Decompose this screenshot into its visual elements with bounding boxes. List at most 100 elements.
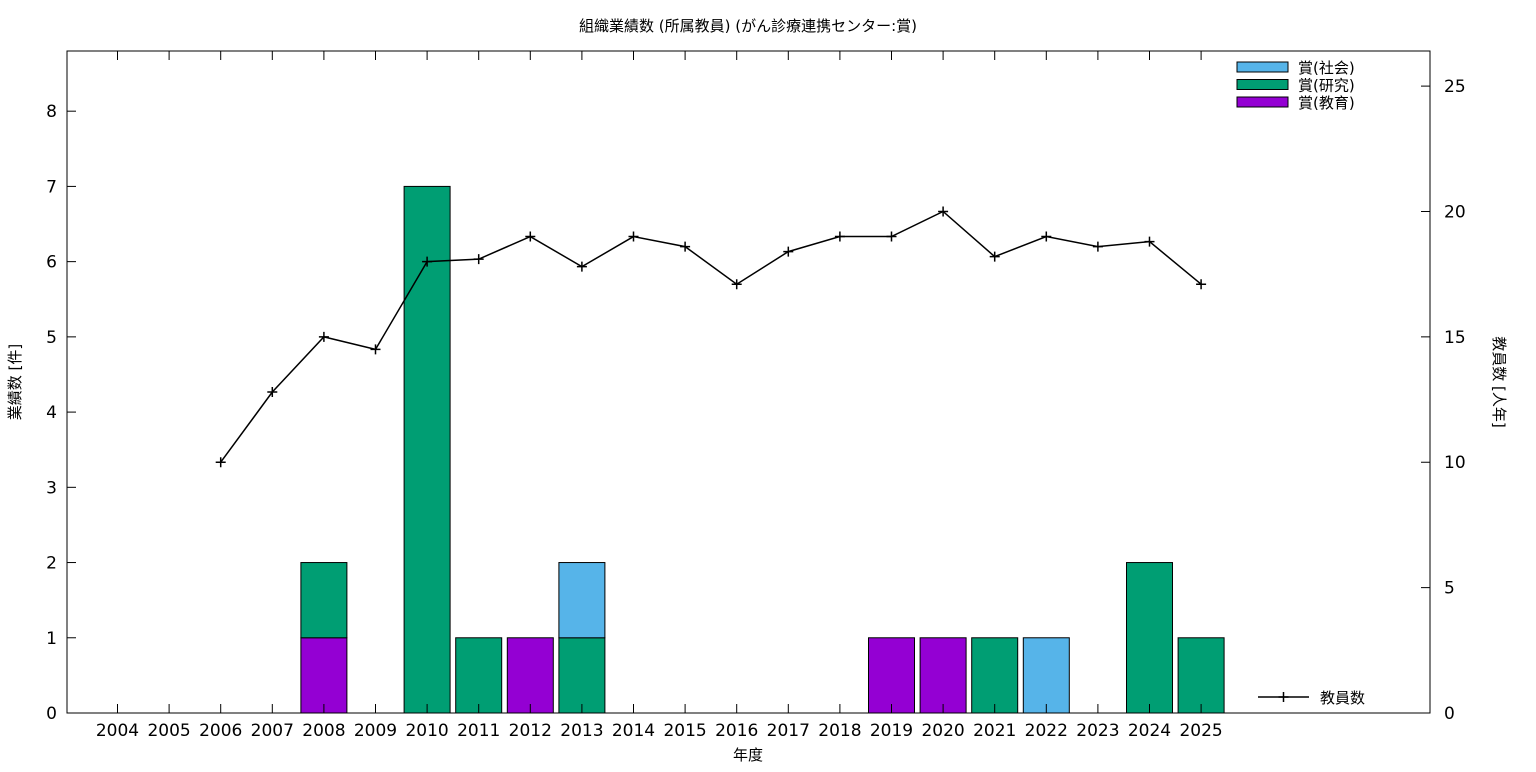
faculty-count-point-2019 xyxy=(886,231,897,242)
y2-axis-title: 教員数 [人年] xyxy=(1490,336,1508,427)
faculty-count-point-2013 xyxy=(576,261,587,272)
bars-layer xyxy=(300,185,1225,714)
x-axis-title: 年度 xyxy=(733,746,763,764)
y2-tick-label: 15 xyxy=(1444,328,1466,348)
x-tick-label: 2024 xyxy=(1128,721,1171,741)
y-tick-label: 2 xyxy=(46,554,57,574)
x-tick-label: 2013 xyxy=(560,721,603,741)
bar-2008-series-0 xyxy=(300,637,348,714)
faculty-count-line xyxy=(220,210,1202,463)
faculty-count-point-2006 xyxy=(215,457,226,468)
x-tick-label: 2015 xyxy=(663,721,706,741)
faculty-count-point-2025 xyxy=(1196,279,1207,290)
legend-label-1: 賞(研究) xyxy=(1298,77,1355,95)
y2-tick-label: 25 xyxy=(1444,77,1466,97)
plus-marker xyxy=(576,261,587,272)
bar-2012-series-0 xyxy=(506,637,554,714)
faculty-count-point-2023 xyxy=(1092,241,1103,252)
plus-marker xyxy=(525,231,536,242)
y-tick-label: 4 xyxy=(46,403,57,423)
x-tick-label: 2009 xyxy=(354,721,397,741)
legend-label-line: 教員数 xyxy=(1320,689,1365,707)
y-axis-title: 業績数 [件] xyxy=(6,344,24,420)
plus-marker xyxy=(422,256,433,267)
x-tick-label: 2020 xyxy=(921,721,964,741)
x-tick-label: 2008 xyxy=(302,721,345,741)
bar-2019-series-0 xyxy=(868,637,915,714)
plus-marker xyxy=(938,206,949,217)
x-tick-label: 2014 xyxy=(612,721,655,741)
y2-tick-label: 10 xyxy=(1444,453,1466,473)
bar-2013-series-2 xyxy=(558,562,606,639)
x-tick-label: 2023 xyxy=(1076,721,1119,741)
faculty-count-point-2010 xyxy=(422,256,433,267)
plus-marker xyxy=(215,457,226,468)
plot-frame xyxy=(66,50,1431,714)
legend-label-0: 賞(教育) xyxy=(1298,94,1355,112)
legend-label-2: 賞(社会) xyxy=(1298,59,1355,77)
faculty-count-point-2021 xyxy=(989,251,1000,262)
plus-marker xyxy=(1144,236,1155,247)
x-tick-label: 2016 xyxy=(715,721,758,741)
bar-2024-series-1 xyxy=(1126,562,1173,714)
x-tick-label: 2004 xyxy=(96,721,139,741)
y2-tick-label: 0 xyxy=(1444,704,1455,724)
y-tick-label: 3 xyxy=(46,478,57,498)
faculty-count-point-2020 xyxy=(938,206,949,217)
x-tick-label: 2019 xyxy=(870,721,913,741)
plus-marker xyxy=(1041,231,1052,242)
plus-marker xyxy=(680,241,691,252)
bar-2011-series-1 xyxy=(455,637,503,714)
y2-tick-label: 5 xyxy=(1444,579,1455,599)
faculty-count-point-2015 xyxy=(680,241,691,252)
bar-2013-series-1 xyxy=(558,637,606,714)
faculty-count-point-2012 xyxy=(525,231,536,242)
faculty-count-point-2018 xyxy=(834,231,845,242)
faculty-count-point-2007 xyxy=(267,387,278,398)
plus-marker xyxy=(318,331,329,342)
y2-tick-label: 20 xyxy=(1444,202,1466,222)
plus-marker xyxy=(473,254,484,265)
faculty-count-point-2014 xyxy=(628,231,639,242)
y-tick-label: 8 xyxy=(46,102,57,122)
faculty-count-point-2008 xyxy=(318,331,329,342)
legend: 賞(社会)賞(研究)賞(教育) 教員数 xyxy=(1236,59,1365,707)
legend-plus-marker xyxy=(1278,692,1289,702)
faculty-count-point-2016 xyxy=(731,279,742,290)
plus-marker xyxy=(834,231,845,242)
faculty-count-point-2009 xyxy=(370,344,381,355)
legend-swatch-2 xyxy=(1236,61,1289,73)
plus-marker xyxy=(731,279,742,290)
x-tick-label: 2010 xyxy=(405,721,448,741)
bar-2010-series-1 xyxy=(403,185,451,714)
x-tick-label: 2018 xyxy=(818,721,861,741)
plus-marker xyxy=(1196,279,1207,290)
x-tick-label: 2006 xyxy=(199,721,242,741)
faculty-count-point-2022 xyxy=(1041,231,1052,242)
x-tick-label: 2007 xyxy=(251,721,294,741)
plus-marker xyxy=(783,246,794,257)
y-tick-label: 5 xyxy=(46,328,57,348)
x-tick-label: 2021 xyxy=(973,721,1016,741)
y-tick-label: 6 xyxy=(46,253,57,273)
y-tick-label: 7 xyxy=(46,177,57,197)
faculty-count-point-2011 xyxy=(473,254,484,265)
plus-marker xyxy=(886,231,897,242)
bar-2020-series-0 xyxy=(919,637,967,714)
y-tick-label: 0 xyxy=(46,704,57,724)
plus-marker xyxy=(628,231,639,242)
bar-2021-series-1 xyxy=(971,637,1019,714)
x-tick-label: 2025 xyxy=(1179,721,1222,741)
plus-marker xyxy=(989,251,1000,262)
x-tick-label: 2017 xyxy=(767,721,810,741)
x-tick-label: 2011 xyxy=(457,721,500,741)
bar-2008-series-1 xyxy=(300,562,348,639)
x-tick-label: 2022 xyxy=(1025,721,1068,741)
plus-marker xyxy=(1092,241,1103,252)
chart-title: 組織業績数 (所属教員) (がん診療連携センター:賞) xyxy=(579,17,917,35)
faculty-count-point-2024 xyxy=(1144,236,1155,247)
faculty-count-point-2017 xyxy=(783,246,794,257)
